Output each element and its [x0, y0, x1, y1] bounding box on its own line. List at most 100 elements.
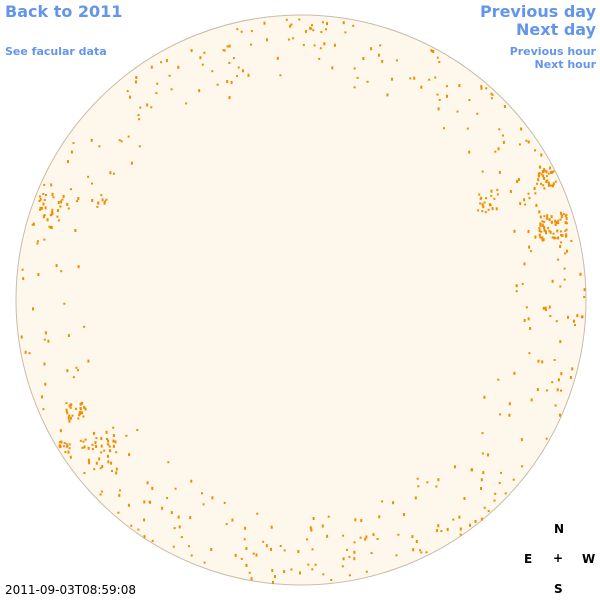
- facula-dot: [41, 395, 43, 399]
- facula-dot: [39, 206, 42, 209]
- facula-dot: [552, 170, 555, 173]
- facula-dot: [463, 497, 466, 500]
- facula-dot: [87, 359, 90, 363]
- facula-dot: [518, 143, 521, 146]
- facula-dot: [491, 93, 494, 96]
- facula-dot: [530, 398, 533, 402]
- facula-dot: [139, 106, 142, 109]
- facula-dot: [576, 314, 579, 318]
- facula-dot: [250, 43, 253, 46]
- facula-dot: [529, 327, 532, 330]
- facula-dot: [287, 38, 290, 41]
- facula-dot: [561, 234, 564, 237]
- facula-dot: [551, 236, 554, 239]
- facula-dot: [170, 88, 173, 91]
- facula-dot: [545, 170, 548, 174]
- facula-dot: [539, 223, 542, 227]
- facula-dot: [76, 200, 78, 203]
- facula-dot: [508, 413, 511, 417]
- facula-dot: [342, 557, 345, 561]
- facula-dot: [40, 206, 43, 210]
- facula-dot: [43, 362, 46, 366]
- facula-dot: [560, 234, 562, 237]
- facula-dot: [517, 178, 520, 181]
- facula-dot: [560, 215, 563, 219]
- facula-dot: [525, 306, 528, 309]
- facula-dot: [42, 193, 45, 195]
- facula-dot: [51, 192, 54, 196]
- back-to-year-link[interactable]: Back to 2011: [5, 2, 123, 21]
- facula-dot: [543, 177, 546, 180]
- facula-dot: [543, 225, 546, 229]
- facula-dot: [549, 166, 552, 170]
- facula-dot: [468, 99, 471, 102]
- facula-dot: [50, 213, 52, 216]
- facula-dot: [508, 402, 511, 406]
- facula-dot: [378, 515, 381, 519]
- facula-dot: [534, 235, 537, 239]
- facula-dot: [146, 481, 149, 485]
- facula-dot: [560, 241, 563, 244]
- facula-dot: [481, 203, 484, 207]
- facula-dot: [552, 182, 555, 186]
- facula-dot: [107, 460, 110, 464]
- facula-dot: [379, 44, 382, 47]
- facula-dot: [223, 49, 226, 52]
- facula-dot: [110, 461, 113, 465]
- facula-dot: [63, 302, 66, 305]
- facula-dot: [559, 218, 562, 221]
- previous-day-link[interactable]: Previous day: [479, 2, 596, 21]
- next-hour-link[interactable]: Next hour: [534, 58, 597, 71]
- facula-dot: [150, 106, 153, 109]
- facula-dot: [84, 438, 87, 441]
- facula-dot: [290, 568, 293, 571]
- facula-dot: [538, 166, 541, 169]
- facula-dot: [68, 414, 71, 417]
- solar-disk: [15, 14, 587, 586]
- facula-dot: [148, 500, 151, 503]
- facula-dot: [111, 470, 113, 472]
- facula-dot: [101, 465, 104, 468]
- facula-dot: [322, 573, 325, 576]
- facula-dot: [202, 503, 205, 506]
- facula-dot: [557, 258, 560, 261]
- facula-dot: [64, 451, 67, 454]
- facula-dot: [527, 317, 530, 321]
- facula-dot: [65, 443, 68, 446]
- facula-dot: [129, 95, 131, 99]
- compass-north: N: [554, 522, 565, 536]
- facula-dot: [353, 541, 356, 544]
- facula-dot: [560, 372, 563, 376]
- facula-dot: [352, 24, 355, 27]
- facula-dot: [540, 173, 543, 176]
- facula-dot: [551, 381, 554, 384]
- facula-dot: [487, 510, 490, 513]
- facula-dot: [201, 492, 203, 495]
- facula-dot: [271, 569, 274, 573]
- facula-dot: [226, 45, 229, 48]
- facula-dot: [476, 112, 479, 115]
- facula-dot: [502, 140, 505, 144]
- facula-dot: [93, 431, 95, 435]
- facula-dot: [530, 250, 533, 253]
- facula-dot: [138, 118, 141, 121]
- facula-dot: [342, 21, 345, 25]
- facula-dot: [580, 315, 583, 318]
- facula-dot: [437, 478, 440, 482]
- facula-dot: [173, 527, 176, 530]
- facula-dot: [74, 229, 77, 232]
- facula-dot: [515, 284, 518, 288]
- facula-dot: [80, 411, 83, 414]
- facula-dot: [425, 551, 428, 554]
- facula-dot: [495, 207, 498, 211]
- previous-hour-link[interactable]: Previous hour: [509, 45, 596, 58]
- facula-dot: [520, 438, 523, 442]
- next-day-link[interactable]: Next day: [516, 20, 596, 39]
- facula-dot: [130, 161, 133, 165]
- facula-dot: [174, 487, 177, 490]
- facula-dot: [331, 66, 334, 70]
- see-facular-data-link[interactable]: See facular data: [5, 45, 107, 58]
- facula-dot: [231, 518, 234, 522]
- facula-dot: [346, 548, 349, 551]
- facula-dot: [564, 221, 567, 224]
